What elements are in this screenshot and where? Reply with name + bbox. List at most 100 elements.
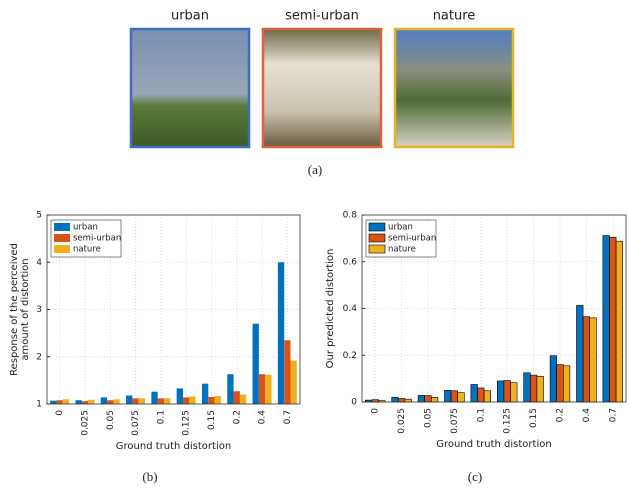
bar xyxy=(107,400,113,404)
bar xyxy=(126,395,132,404)
x-tick-label: 0.4 xyxy=(258,410,268,425)
bar xyxy=(253,324,259,404)
bar xyxy=(284,340,290,404)
y-axis-label: amount of distortion xyxy=(20,258,31,360)
bar xyxy=(164,398,170,404)
legend-label: urban xyxy=(388,223,413,233)
x-tick-label: 0.7 xyxy=(608,408,618,422)
y-tick-label: 0.8 xyxy=(343,211,358,221)
bar xyxy=(590,318,597,402)
y-tick-label: 0.4 xyxy=(343,304,358,314)
x-tick-label: 0.4 xyxy=(582,408,592,423)
bar xyxy=(56,400,62,404)
bar xyxy=(113,399,119,404)
bar xyxy=(75,400,81,404)
bar xyxy=(227,374,233,404)
legend-label: nature xyxy=(388,245,416,255)
bar xyxy=(88,400,94,404)
bar xyxy=(577,305,584,402)
x-tick-label: 0 xyxy=(55,410,65,416)
legend-label: semi-urban xyxy=(388,234,436,244)
x-tick-label: 0.05 xyxy=(106,410,116,430)
x-tick-label: 0.075 xyxy=(450,408,460,434)
legend-swatch xyxy=(369,223,385,231)
bar xyxy=(557,365,564,402)
x-tick-label: 0.125 xyxy=(503,408,513,434)
bar xyxy=(471,384,478,402)
x-tick-label: 0.025 xyxy=(397,408,407,434)
image-label: urban xyxy=(171,9,209,24)
bar xyxy=(265,375,271,404)
bar xyxy=(425,396,432,402)
y-axis-label: Response of the perceived xyxy=(9,243,20,376)
bar xyxy=(392,397,399,402)
y-tick-label: 0.6 xyxy=(343,257,358,267)
photo xyxy=(263,29,381,147)
legend-label: nature xyxy=(73,245,101,255)
bar xyxy=(202,384,208,404)
bar xyxy=(50,401,56,404)
x-tick-label: 0.125 xyxy=(182,410,192,436)
bar xyxy=(603,236,610,402)
photo xyxy=(131,29,249,147)
legend-label: semi-urban xyxy=(73,234,121,244)
bar xyxy=(234,391,240,404)
bar xyxy=(610,237,617,402)
bar xyxy=(524,373,531,402)
y-tick-label: 3 xyxy=(36,305,42,315)
bar xyxy=(398,398,405,402)
bar xyxy=(189,396,195,404)
bar xyxy=(537,376,544,402)
y-tick-label: 5 xyxy=(36,211,42,221)
y-tick-label: 4 xyxy=(36,258,42,268)
legend-swatch xyxy=(54,223,70,231)
x-tick-label: 0.7 xyxy=(283,410,293,424)
bar xyxy=(616,241,623,402)
legend-label: urban xyxy=(73,223,98,233)
figure: urban semi-urban nature (a) (b) (c) 1234… xyxy=(0,0,629,489)
bar xyxy=(504,380,511,402)
legend-swatch xyxy=(54,234,70,242)
x-tick-label: 0.025 xyxy=(80,410,90,436)
bar xyxy=(530,375,537,402)
bar xyxy=(451,391,458,402)
x-tick-label: 0.15 xyxy=(207,410,217,430)
caption: (a) xyxy=(308,162,322,177)
image-label: semi-urban xyxy=(285,9,359,24)
bar xyxy=(563,366,570,402)
x-tick-label: 0.075 xyxy=(131,410,141,436)
photo xyxy=(395,29,513,147)
x-tick-label: 0 xyxy=(371,408,381,414)
bar xyxy=(583,317,590,402)
bar xyxy=(259,374,265,404)
bar xyxy=(405,399,412,402)
page: urban semi-urban nature (a) (b) (c) 1234… xyxy=(0,0,629,493)
x-axis-label: Ground truth distortion xyxy=(436,439,551,450)
bar xyxy=(158,398,164,404)
legend-swatch xyxy=(369,245,385,253)
bar xyxy=(63,399,69,404)
x-tick-label: 0.1 xyxy=(156,410,166,424)
bar xyxy=(418,395,425,402)
bar xyxy=(101,397,107,404)
bar xyxy=(445,390,452,402)
bar xyxy=(484,391,491,402)
x-tick-label: 0.15 xyxy=(529,408,539,428)
bar xyxy=(151,392,157,404)
bar xyxy=(478,388,485,402)
x-tick-label: 0.2 xyxy=(556,408,566,422)
bar xyxy=(278,262,284,404)
image-label: nature xyxy=(433,9,476,24)
y-tick-label: 1 xyxy=(36,400,42,410)
x-axis-label: Ground truth distortion xyxy=(116,441,231,452)
bar xyxy=(139,398,145,404)
bar xyxy=(511,383,518,402)
bar xyxy=(132,398,138,404)
bar xyxy=(82,401,88,404)
bar xyxy=(208,397,214,404)
bar xyxy=(183,397,189,404)
legend-swatch xyxy=(369,234,385,242)
caption: (b) xyxy=(142,469,157,484)
y-tick-label: 0.2 xyxy=(343,351,357,361)
x-tick-label: 0.2 xyxy=(232,410,242,424)
